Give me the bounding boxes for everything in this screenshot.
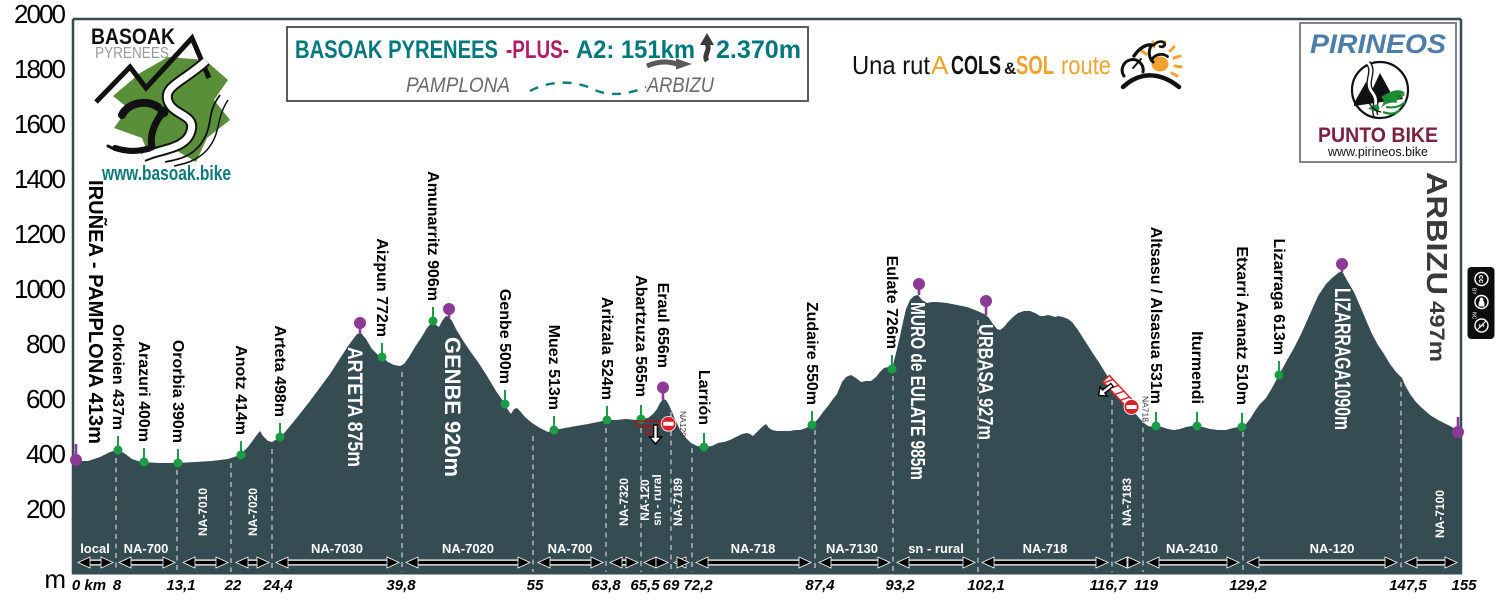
svg-text:Arteta 498m: Arteta 498m [271, 325, 288, 417]
svg-text:65,5: 65,5 [630, 577, 660, 594]
svg-text:Aizpun 772m: Aizpun 772m [373, 238, 390, 337]
svg-text:8: 8 [113, 577, 122, 594]
svg-text:497m: 497m [1425, 301, 1448, 362]
svg-text:Aritzala 524m: Aritzala 524m [598, 297, 615, 400]
svg-text:Abartzuza 565m: Abartzuza 565m [632, 275, 649, 397]
svg-text:&: & [1004, 59, 1016, 78]
svg-text:NA120: NA120 [678, 411, 688, 437]
svg-text:1400: 1400 [14, 164, 66, 194]
svg-text:BASOAK PYRENEES: BASOAK PYRENEES [295, 36, 498, 64]
svg-text:NA-120: NA-120 [638, 479, 652, 521]
svg-text:route: route [1061, 50, 1111, 80]
svg-text:cc: cc [1477, 275, 1486, 283]
svg-text:NA-7189: NA-7189 [671, 478, 685, 526]
svg-text:200: 200 [26, 494, 66, 524]
svg-text:NA-7020: NA-7020 [442, 541, 494, 556]
svg-text:NA-2410: NA-2410 [1166, 541, 1218, 556]
svg-text:2000: 2000 [14, 0, 66, 29]
svg-text:NA718: NA718 [1141, 396, 1151, 422]
svg-text:A2: 151km: A2: 151km [576, 36, 695, 64]
svg-text:NC: NC [1471, 312, 1477, 320]
svg-text:24,4: 24,4 [262, 577, 293, 594]
svg-text:800: 800 [26, 329, 66, 359]
svg-text:13,1: 13,1 [166, 577, 195, 594]
svg-text:Zudaire 550m: Zudaire 550m [803, 302, 820, 405]
svg-text:PUNTO BIKE: PUNTO BIKE [1318, 124, 1438, 147]
svg-text:BASOAK: BASOAK [91, 24, 175, 49]
svg-text:Lizarraga 613m: Lizarraga 613m [1270, 238, 1287, 355]
svg-text:www.basoak.bike: www.basoak.bike [101, 163, 231, 185]
svg-text:LIZARRAGA1090m: LIZARRAGA1090m [1330, 288, 1355, 430]
svg-text:1000: 1000 [14, 274, 66, 304]
svg-text:1600: 1600 [14, 109, 66, 139]
svg-text:1200: 1200 [14, 219, 66, 249]
svg-text:69: 69 [663, 577, 680, 594]
svg-text:GENBE 920m: GENBE 920m [440, 337, 465, 477]
svg-text:2.370m: 2.370m [716, 36, 801, 64]
svg-text:Eulate 726m: Eulate 726m [883, 256, 900, 349]
svg-text:sn - rural: sn - rural [908, 541, 964, 556]
svg-text:129,2: 129,2 [1229, 577, 1267, 594]
svg-text:Una rut: Una rut [852, 50, 931, 80]
svg-text:Iturmendi: Iturmendi [1188, 331, 1205, 404]
svg-text:87,4: 87,4 [805, 577, 835, 594]
svg-text:Larrión: Larrión [695, 370, 712, 425]
svg-text:NA-7030: NA-7030 [311, 541, 363, 556]
svg-text:ARTETA 875m: ARTETA 875m [343, 347, 366, 467]
svg-text:1800: 1800 [14, 54, 66, 84]
svg-text:NA-700: NA-700 [124, 541, 169, 556]
svg-text:MURO de EULATE 985m: MURO de EULATE 985m [906, 302, 928, 480]
svg-text:sn - rural: sn - rural [650, 474, 664, 525]
svg-text:-PLUS-: -PLUS- [506, 36, 569, 64]
svg-text:Anotz 414m: Anotz 414m [232, 345, 249, 435]
svg-text:Amunarritz 906m: Amunarritz 906m [424, 171, 441, 301]
svg-text:600: 600 [26, 384, 66, 414]
svg-text:55: 55 [527, 577, 544, 594]
svg-text:SOL: SOL [1016, 50, 1054, 80]
svg-text:NA-7320: NA-7320 [617, 478, 631, 526]
svg-text:NA-700: NA-700 [548, 541, 593, 556]
svg-text:NA-718: NA-718 [731, 541, 776, 556]
svg-text:0 km: 0 km [72, 577, 106, 594]
svg-text:22: 22 [224, 577, 242, 594]
svg-text:Genbe 500m: Genbe 500m [496, 289, 513, 384]
svg-text:Eraul 656m: Eraul 656m [654, 283, 671, 368]
svg-text:155: 155 [1451, 577, 1477, 594]
svg-text:COLS: COLS [951, 50, 1001, 80]
svg-text:IRUÑEA - PAMPLONA 413m: IRUÑEA - PAMPLONA 413m [84, 180, 107, 444]
svg-text:ARBIZU: ARBIZU [1420, 172, 1452, 295]
svg-text:NA-718: NA-718 [1023, 541, 1068, 556]
svg-text:URBASA 927m: URBASA 927m [974, 324, 996, 440]
svg-text:NA-7183: NA-7183 [1120, 478, 1134, 526]
svg-text:Ororbia 390m: Ororbia 390m [169, 340, 186, 443]
svg-text:Orkoien 437m: Orkoien 437m [109, 324, 126, 430]
svg-text:m: m [44, 564, 66, 594]
svg-text:ARBIZU: ARBIZU [645, 74, 714, 97]
svg-text:NA-120: NA-120 [1310, 541, 1355, 556]
svg-text:PIRINEOS: PIRINEOS [1310, 29, 1446, 59]
svg-text:102,1: 102,1 [967, 577, 1005, 594]
svg-text:BY: BY [1471, 288, 1477, 295]
svg-text:A: A [931, 50, 949, 80]
svg-text:NA-7010: NA-7010 [196, 488, 210, 536]
svg-text:local: local [80, 541, 110, 556]
svg-text:NA-7130: NA-7130 [826, 541, 878, 556]
svg-text:NA-7100: NA-7100 [1433, 490, 1447, 538]
svg-text:PAMPLONA: PAMPLONA [406, 74, 510, 97]
svg-text:116,7: 116,7 [1090, 577, 1127, 594]
svg-text:400: 400 [26, 439, 66, 469]
svg-text:Altsasu / Alsasua 531m: Altsasu / Alsasua 531m [1147, 227, 1164, 404]
svg-text:93,2: 93,2 [885, 577, 915, 594]
svg-text:Arazuri 400m: Arazuri 400m [135, 342, 152, 443]
svg-text:www.pirineos.bike: www.pirineos.bike [1327, 145, 1428, 159]
svg-text:NA-7020: NA-7020 [246, 488, 260, 536]
svg-text:PYRENEES: PYRENEES [95, 45, 169, 62]
svg-text:63,8: 63,8 [591, 577, 621, 594]
svg-text:147,5: 147,5 [1389, 577, 1427, 594]
svg-text:Etxarri Aranatz 510m: Etxarri Aranatz 510m [1233, 246, 1250, 405]
svg-text:72,2: 72,2 [683, 577, 713, 594]
svg-text:39,8: 39,8 [386, 577, 416, 594]
svg-text:119: 119 [1134, 577, 1159, 594]
svg-text:Muez 513m: Muez 513m [545, 325, 562, 410]
